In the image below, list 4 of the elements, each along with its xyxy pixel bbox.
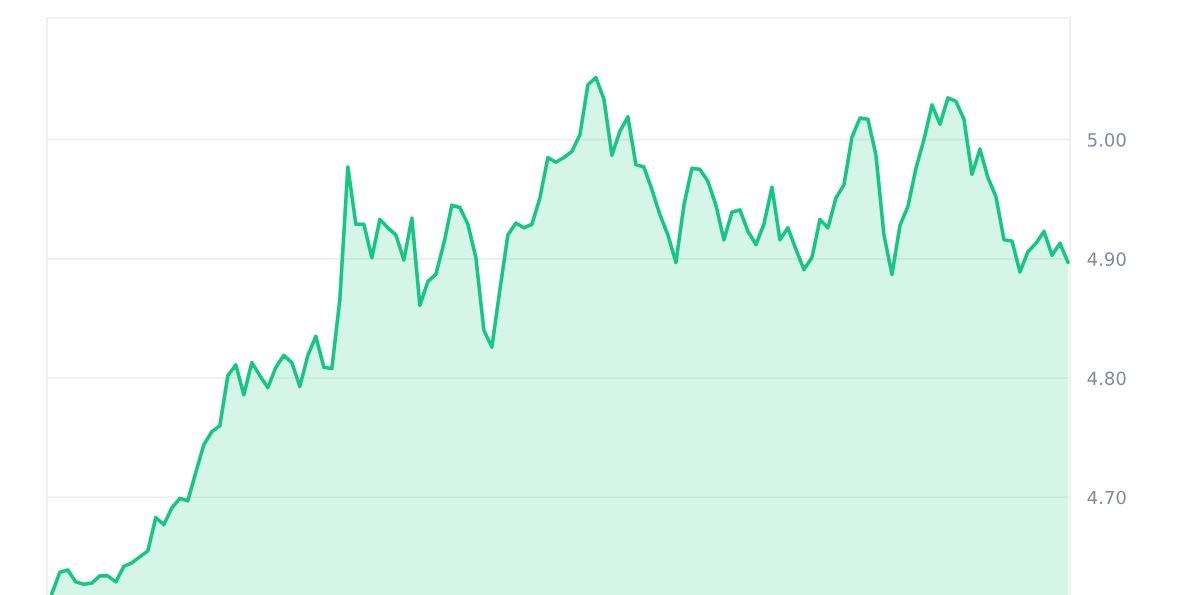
y-tick-label: 4.90 [1087,252,1126,266]
y-tick-label: 4.80 [1087,371,1126,386]
y-tick-label: 4.70 [1087,490,1126,505]
y-tick-label: 5.00 [1088,133,1126,147]
